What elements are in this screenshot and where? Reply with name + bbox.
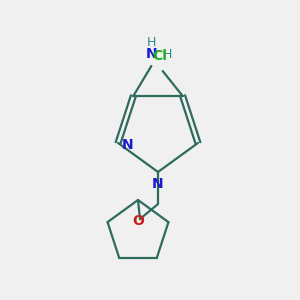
Text: O: O [132,214,144,228]
Text: N: N [146,47,157,61]
Text: N: N [152,177,164,191]
Text: H: H [147,36,156,49]
Text: H: H [162,48,172,61]
Text: Cl: Cl [152,49,167,63]
Text: N: N [122,138,134,152]
